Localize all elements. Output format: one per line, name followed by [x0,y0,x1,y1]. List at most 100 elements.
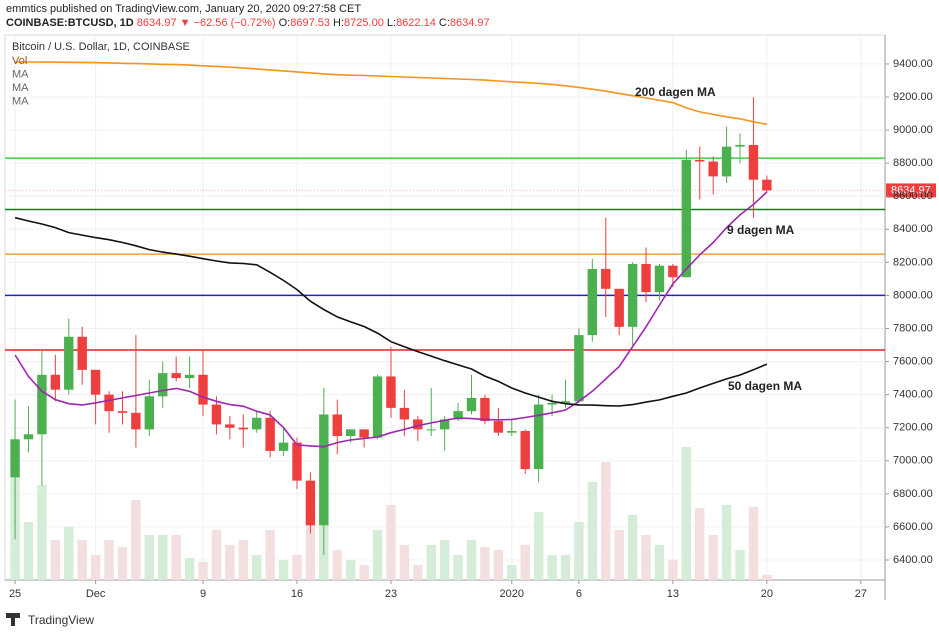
candle-body [560,401,571,403]
ohlc-value: 8725.00 [344,17,384,29]
legend-item: MA [12,68,29,80]
y-tick-label: 7400.00 [893,389,933,401]
candle-body [695,159,705,162]
x-tick-label: 23 [385,588,397,600]
volume-bar [413,565,423,580]
volume-bar [708,535,718,580]
ohlc-label: H: [333,17,345,29]
y-tick-label: 7000.00 [893,455,933,467]
quote-line: COINBASE:BTCUSD, 1D 8634.97 ▼ −62.56 (−0… [6,16,490,30]
candle-body [10,439,20,478]
candle-body [211,404,222,425]
volume-bar [372,530,383,580]
volume-bar [493,550,504,580]
candle-body [144,396,155,430]
volume-bar [305,515,316,580]
volume-bar [104,540,114,580]
volume-bar [547,555,557,580]
volume-bar [37,485,47,580]
ohlc-value: 8697.53 [290,17,330,29]
candle-body [668,265,678,278]
ma-line [14,216,768,407]
y-tick-label: 6800.00 [893,488,933,500]
candle-body [547,402,557,405]
candle-body [748,144,759,180]
legend-item: Vol [12,55,27,67]
candle-body [453,411,463,420]
volume-bar [265,530,275,580]
candle-body [50,374,61,390]
candle-body [708,161,718,177]
volume-bar [171,535,181,580]
candle-body [574,335,584,402]
candle-body [601,268,611,289]
ohlc-label: O: [278,17,291,29]
legend-item: MA [12,82,29,94]
volume-bar [90,555,101,580]
ohlc-label: C: [438,17,450,29]
volume-bar [399,545,410,580]
volume-bar [748,507,759,580]
candle-body [507,431,517,433]
candle-body [23,434,34,440]
volume-bar [453,555,463,580]
y-tick-label: 6400.00 [893,554,933,566]
volume-bar [695,508,705,580]
ma-annotation: 200 dagen MA [635,85,716,99]
volume-bar [587,482,598,580]
ohlc-value: 8634.97 [449,17,490,29]
volume-bar [158,535,168,580]
volume-bar [654,545,665,580]
x-tick-label: 9 [200,588,206,600]
candle-body [345,429,356,436]
logo [6,613,20,626]
ohlc: O:8697.53 H:8725.00 L:8622.14 C:8634.97 [279,17,490,29]
candle-body [413,419,423,430]
volume-bar [198,562,208,580]
candle-body [735,144,745,147]
last-price-label: 8634.97 [891,184,931,196]
volume-bar [131,500,141,580]
x-tick-label: 25 [9,588,21,600]
volume-bar [50,540,61,580]
candle-body [252,417,262,430]
volume-bar [641,535,651,580]
volume-bar [386,505,396,580]
x-tick-label: 2020 [500,588,524,600]
candle-body [721,146,732,177]
price: 8634.97 [136,17,177,29]
y-tick-label: 6600.00 [893,521,933,533]
volume-bar [211,530,222,580]
candle-body [614,288,624,327]
candle-body [64,336,74,390]
candle-body [77,336,87,370]
y-tick-label: 8600.00 [893,190,933,202]
volume-bar [614,530,624,580]
legend-item: MA [12,95,29,107]
candle-body [90,369,101,395]
candle-body [37,374,47,435]
x-tick-label: 6 [576,588,582,600]
y-tick-label: 9000.00 [893,124,933,136]
volume-bar [426,545,436,580]
candle-body [399,407,410,420]
candle-body [762,179,772,191]
volume-bar [184,558,195,580]
y-tick-label: 7200.00 [893,422,933,434]
volume-bar [681,447,692,580]
candle-body [104,394,114,412]
volume-bar [533,512,544,580]
x-tick-label: Dec [86,588,106,600]
candle-body [439,419,450,430]
volume-bar [292,555,302,580]
volume-bar [735,550,745,580]
overlay: 200 dagen MA 9 dagen MA 50 dagen MA 8634.97 [635,85,936,393]
volume-bar [77,540,87,580]
volume-bar [560,555,571,580]
volume-bar [439,540,450,580]
x-tick-label: 16 [291,588,303,600]
candle-body [184,374,195,379]
volume-bar [345,560,356,580]
